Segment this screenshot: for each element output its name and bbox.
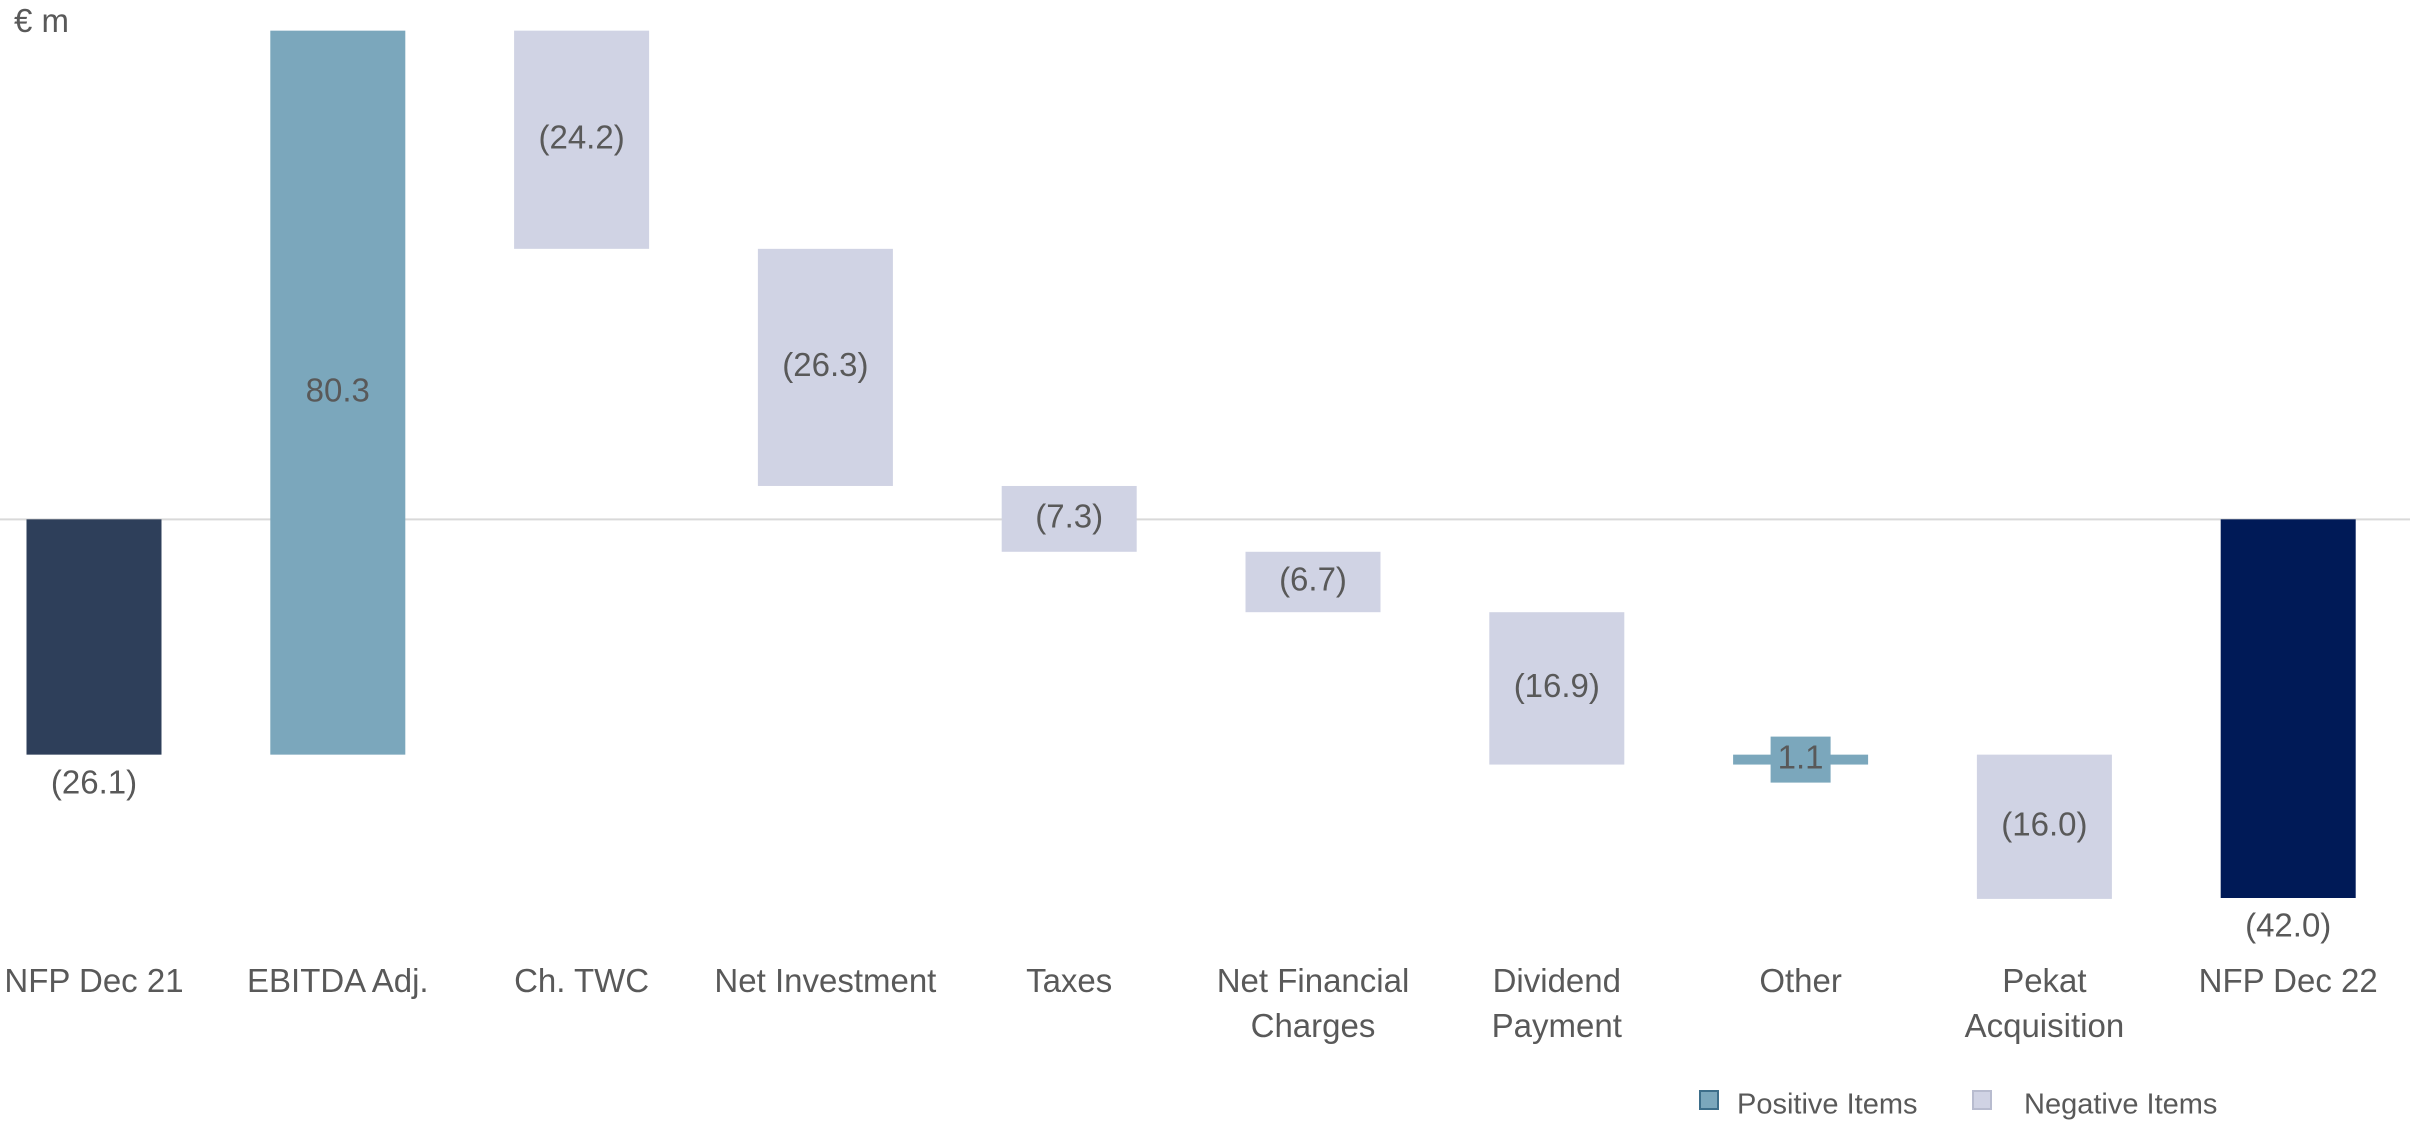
legend-label: Positive Items xyxy=(1737,1089,1918,1121)
bar xyxy=(270,30,406,755)
bar xyxy=(757,248,893,486)
data-label: 1.1 xyxy=(1778,738,1824,775)
data-label: (7.3) xyxy=(1035,498,1103,535)
data-label: (42.0) xyxy=(2245,907,2331,944)
data-label: (24.2) xyxy=(538,118,624,155)
x-tick-label: EBITDA Adj. xyxy=(247,962,429,999)
bar xyxy=(1001,485,1137,552)
bar xyxy=(26,519,162,755)
legend-swatch xyxy=(1972,1090,1992,1110)
bar xyxy=(514,30,650,249)
x-tick-label: NFP Dec 22 xyxy=(2198,962,2378,999)
unit-label: € m xyxy=(14,2,70,39)
data-label: (16.9) xyxy=(1514,667,1600,704)
bar xyxy=(2220,519,2356,898)
label-background xyxy=(1770,736,1831,783)
x-tick-label: NFP Dec 21 xyxy=(4,962,184,999)
legend-swatch xyxy=(1699,1090,1719,1110)
data-label: (16.0) xyxy=(2001,805,2087,842)
legend-label: Negative Items xyxy=(2024,1089,2217,1121)
bar xyxy=(1489,612,1625,765)
data-label: (26.1) xyxy=(51,763,137,800)
x-tick-label: Net Investment xyxy=(714,962,937,999)
x-tick-label: Dividend Payment xyxy=(1491,962,1622,1044)
data-label: (26.3) xyxy=(782,346,868,383)
x-tick-label: Pekat Acquisition xyxy=(1964,962,2125,1044)
bar xyxy=(1976,754,2112,899)
bar xyxy=(1245,551,1381,613)
x-tick-label: Ch. TWC xyxy=(514,962,650,999)
x-tick-label: Net Financial Charges xyxy=(1216,962,1410,1044)
x-tick-label: Other xyxy=(1759,962,1842,999)
data-label: 80.3 xyxy=(306,371,370,408)
data-label: (6.7) xyxy=(1279,561,1347,598)
x-tick-label: Taxes xyxy=(1026,962,1113,999)
